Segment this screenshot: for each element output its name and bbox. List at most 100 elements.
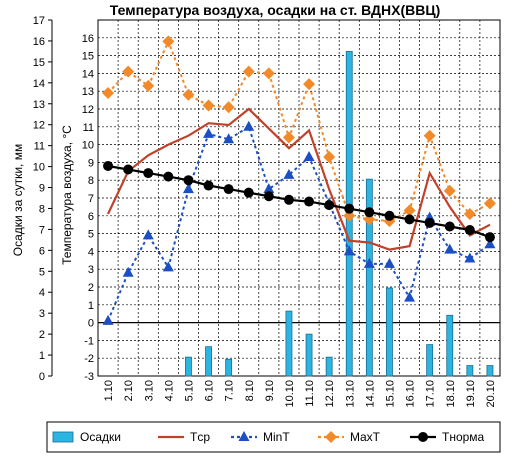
legend-label: Tнорма	[442, 430, 485, 444]
x-tick-label: 10.10	[284, 380, 296, 408]
tnorm-point	[404, 214, 415, 225]
x-tick-label: 20.10	[485, 380, 497, 408]
inner-tick-label: 12	[82, 104, 94, 116]
inner-tick-label: 5	[88, 229, 94, 241]
left-tick-label: 2	[39, 329, 45, 341]
tnorm-point	[103, 160, 114, 171]
mint-point	[343, 245, 355, 256]
left-tick-label: 8	[39, 203, 45, 215]
left-tick-label: 5	[39, 266, 45, 278]
inner-tick-label: 8	[88, 175, 94, 187]
tnorm-point	[243, 187, 254, 198]
left-tick-label: 15	[33, 57, 45, 69]
legend-marker-maxt	[325, 431, 337, 443]
left-tick-label: 4	[39, 287, 45, 299]
x-tick-label: 16.10	[405, 380, 417, 408]
left-tick-label: 1	[39, 350, 45, 362]
mint-point	[182, 183, 194, 194]
left-tick-label: 3	[39, 308, 45, 320]
x-axis-ticks: 1.10 2.10 3.10 4.10 5.10 6.10 7.10 8.10 9.10 10.1…	[103, 380, 497, 408]
inner-tick-label: 1	[88, 300, 94, 312]
tnorm-point	[263, 191, 274, 202]
maxt-point	[202, 99, 215, 112]
x-tick-label: 3.10	[143, 380, 155, 401]
inner-tick-label: 0	[88, 318, 94, 330]
x-tick-label: 19.10	[465, 380, 477, 408]
maxt-point	[262, 67, 275, 80]
mint-point	[243, 120, 255, 131]
maxt-point	[102, 86, 115, 99]
precip-bar	[386, 287, 393, 377]
maxt-point	[463, 208, 476, 221]
maxt-point	[403, 204, 416, 217]
maxt-point	[423, 129, 436, 142]
maxt-point	[122, 65, 135, 78]
tnorm-point	[384, 210, 395, 221]
inner-tick-label: 15	[82, 51, 94, 63]
x-tick-label: 18.10	[445, 380, 457, 408]
x-tick-label: 1.10	[103, 380, 115, 401]
mint-point	[303, 151, 315, 162]
left-tick-label: 12	[33, 120, 45, 132]
x-tick-label: 14.10	[364, 380, 376, 408]
tnorm-point	[324, 200, 335, 211]
mint-point	[404, 291, 416, 302]
maxt-point	[443, 184, 456, 197]
mint-point	[283, 168, 295, 179]
inner-tick-label: 16	[82, 33, 94, 45]
precip-bar	[426, 344, 434, 377]
inner-tick-label: 7	[88, 193, 94, 205]
mint-point	[363, 257, 375, 268]
maxt-point	[303, 78, 316, 91]
left-tick-label: 16	[33, 36, 45, 48]
inner-tick-label: 13	[82, 86, 94, 98]
chart-title: Температура воздуха, осадки на ст. ВДНХ(…	[110, 2, 440, 18]
precip-bar	[225, 358, 233, 377]
inner-tick-label: 4	[88, 246, 94, 258]
mint-point	[223, 133, 235, 144]
legend-label: MinT	[263, 430, 290, 444]
precip-bar	[365, 178, 373, 377]
mint-point	[484, 238, 496, 249]
inner-tick-label: -2	[84, 353, 94, 365]
maxt-point	[142, 79, 155, 92]
legend-marker-mint	[238, 431, 250, 441]
x-tick-label: 11.10	[304, 380, 316, 407]
tnorm-point	[223, 184, 234, 195]
mint-point	[102, 314, 114, 325]
tnorm-point	[344, 203, 355, 214]
x-tick-label: 15.10	[384, 380, 396, 408]
grid	[97, 19, 501, 377]
tnorm-point	[444, 221, 455, 232]
legend-label: MaxT	[350, 430, 381, 444]
maxt-point	[242, 65, 255, 78]
x-tick-label: 9.10	[264, 380, 276, 401]
inner-tick-label: 10	[82, 140, 94, 152]
x-tick-label: 6.10	[204, 380, 216, 401]
legend: Осадки Tср MinT MaxT Tнорма	[46, 421, 501, 453]
left-tick-label: 7	[39, 224, 45, 236]
left-tick-label: 11	[34, 141, 45, 153]
x-tick-label: 2.10	[123, 380, 135, 401]
mint-point	[444, 243, 456, 254]
tnorm-point	[484, 232, 495, 243]
precip-bar	[325, 356, 333, 377]
series-markers	[102, 35, 496, 325]
tnorm-point	[364, 207, 375, 218]
x-tick-label: 13.10	[344, 380, 356, 408]
inner-tick-label: 2	[88, 282, 94, 294]
tnorm-point	[203, 180, 214, 191]
x-tick-label: 8.10	[244, 380, 256, 401]
inner-tick-label: 9	[88, 157, 94, 169]
maxt-point	[323, 151, 336, 164]
legend-box	[46, 421, 501, 453]
inner-tick-label: -3	[84, 371, 94, 383]
mint-point	[203, 127, 215, 138]
tnorm-point	[183, 175, 194, 186]
x-tick-label: 7.10	[224, 380, 236, 401]
inner-tick-label: 14	[82, 68, 94, 80]
legend-swatch-precip	[52, 431, 74, 443]
left-axis-label: Осадки за сутки, мм	[11, 144, 25, 256]
